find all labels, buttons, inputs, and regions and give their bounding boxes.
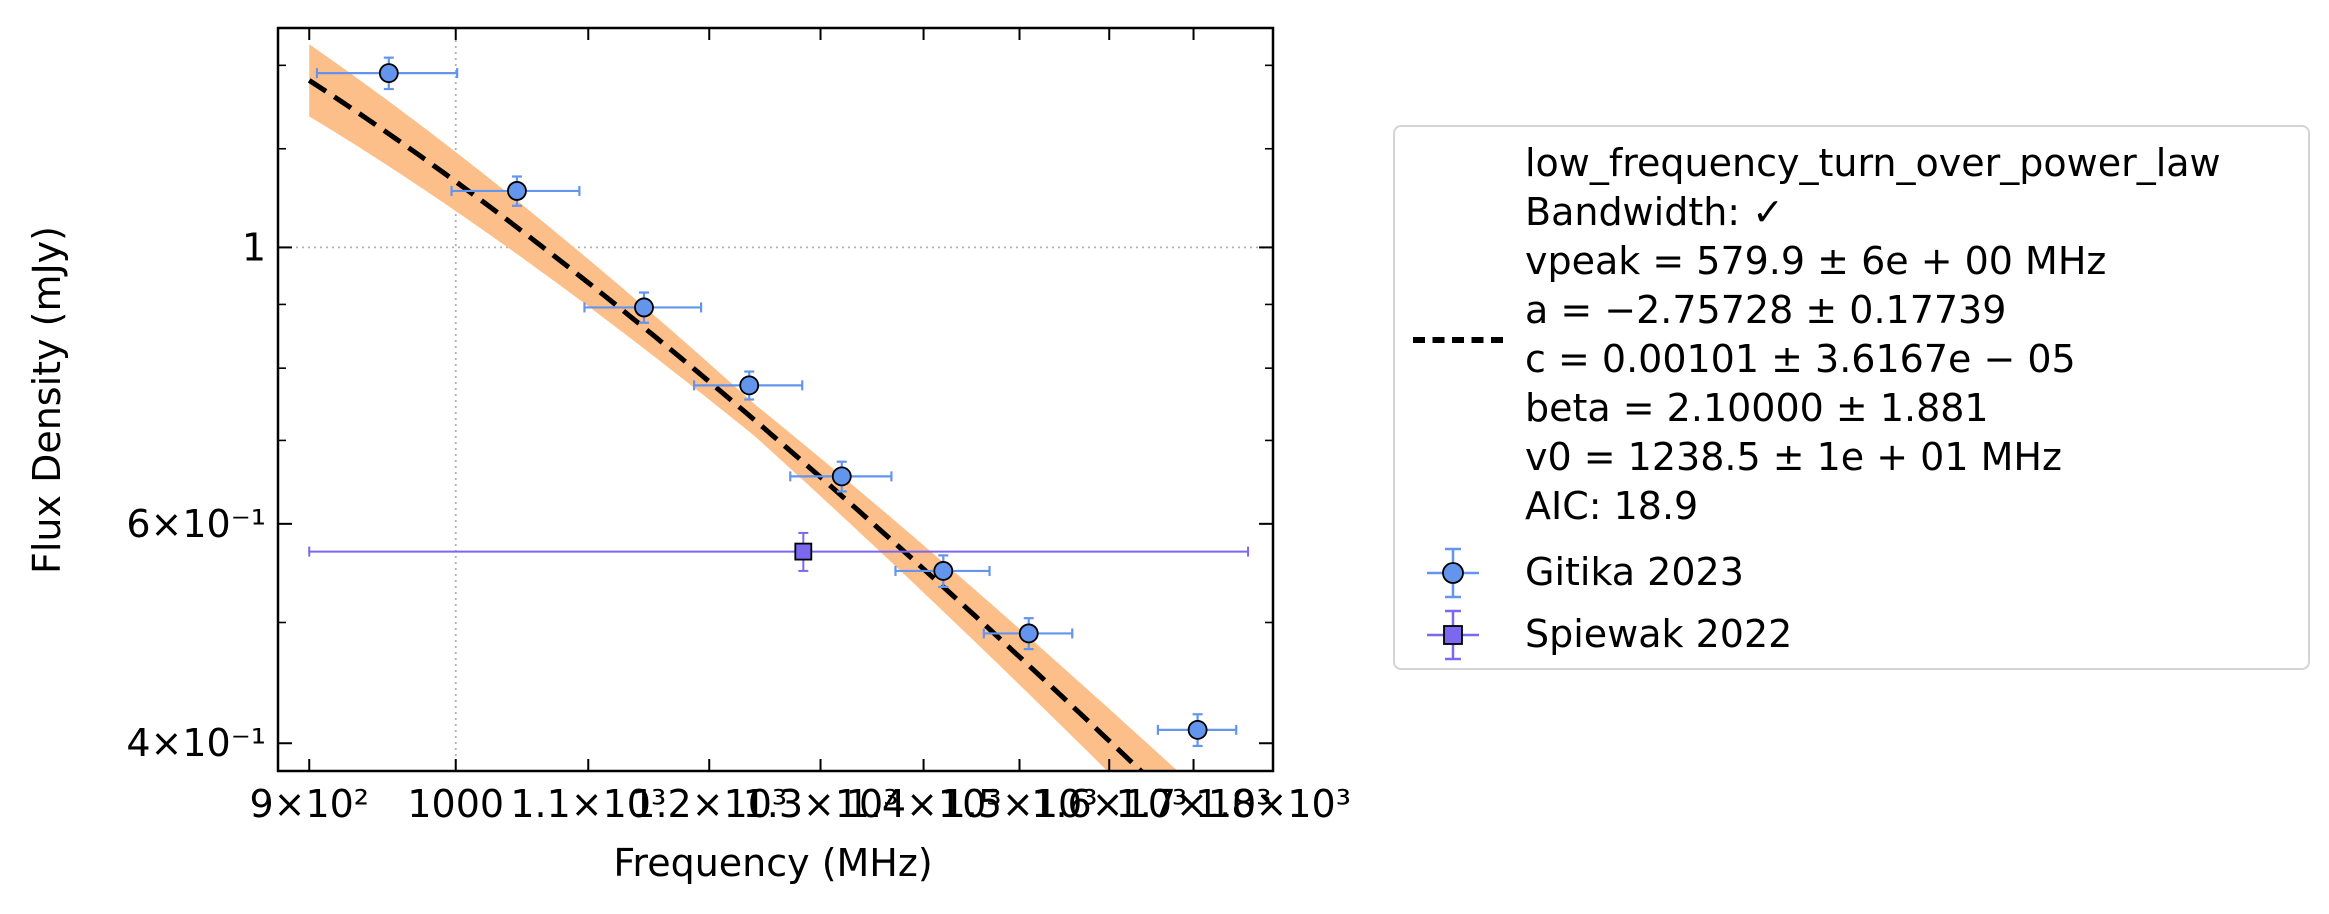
x-tick-label: 1.5×10³: [942, 782, 1098, 826]
chart-plot: 9×10² 1000 1.1×10³1.2×10³1.3×10³1.4×10³1.5…: [25, 26, 1351, 885]
x-tick-label: 1.2×10³: [631, 782, 787, 826]
legend-fit-label-vpeak: vpeak = 579.9 ± 6e + 00 MHz: [1525, 239, 2107, 283]
legend-fit-line-swatch: [1413, 337, 1503, 343]
y-tick-label: 1: [242, 225, 266, 269]
x-tick-label: 9×10²: [249, 782, 369, 826]
circle-marker: [634, 297, 654, 318]
axes: 9×10² 1000 1.1×10³1.2×10³1.3×10³1.4×10³1.5…: [126, 26, 1351, 826]
gitika-point: [789, 460, 893, 493]
legend-fit-label-a: a = −2.75728 ± 0.17739: [1525, 288, 2007, 332]
y-axis-label: Flux Density (mJy): [25, 226, 69, 574]
legend-fit-label-v0: v0 = 1238.5 ± 1e + 01 MHz: [1525, 435, 2062, 479]
legend-fit-label-c: c = 0.00101 ± 3.6167e − 05: [1525, 337, 2076, 381]
y-tick-label: 4×10⁻¹: [126, 721, 266, 765]
legend-spiewak-marker: [1427, 609, 1479, 661]
square-marker: [794, 542, 813, 561]
legend-fit-label-bandwidth: Bandwidth: ✓: [1525, 190, 1785, 234]
legend-gitika-label: Gitika 2023: [1525, 550, 1744, 594]
spiewak-point: [308, 531, 1250, 572]
legend: low_frequency_turn_over_power_law Bandwi…: [1393, 125, 2310, 670]
legend-fit-label-beta: beta = 2.10000 ± 1.881: [1525, 386, 1989, 430]
gitika-point: [894, 554, 991, 588]
gitika-point: [583, 291, 703, 324]
circle-marker: [831, 466, 852, 487]
legend-spiewak-label: Spiewak 2022: [1525, 612, 1793, 656]
x-tick-label: 1000: [407, 782, 504, 826]
fit-curve: [307, 78, 1145, 771]
circle-marker: [1018, 623, 1039, 644]
gitika-point: [982, 617, 1074, 651]
x-tick-label: 1.3×10³: [743, 782, 899, 826]
data-points: [308, 56, 1250, 748]
x-tick-label: 1.4×10³: [846, 782, 1002, 826]
gitika-point: [692, 370, 804, 401]
legend-gitika-marker: [1427, 547, 1479, 599]
gitika-point: [1156, 713, 1238, 748]
y-tick-label: 6×10⁻¹: [126, 502, 266, 546]
x-axis-label: Frequency (MHz): [613, 841, 932, 885]
x-tick-label: 1.6×10³: [1031, 782, 1187, 826]
gitika-point: [315, 56, 459, 91]
circle-marker: [739, 375, 760, 396]
plot-frame: [276, 26, 1275, 773]
grid-lines: [278, 28, 1273, 771]
legend-fit-label-model: low_frequency_turn_over_power_law: [1525, 141, 2221, 185]
fit-line: [307, 78, 1145, 771]
circle-marker: [507, 181, 527, 201]
circle-marker: [1187, 719, 1208, 740]
gitika-point: [450, 175, 581, 207]
circle-marker: [933, 561, 954, 581]
x-tick-label: 1.8×10³: [1195, 782, 1351, 826]
circle-marker: [378, 63, 399, 84]
legend-fit-label-aic: AIC: 18.9: [1525, 484, 1699, 528]
x-tick-label: 1.7×10³: [1116, 782, 1272, 826]
x-tick-label: 1.1×10³: [510, 782, 666, 826]
